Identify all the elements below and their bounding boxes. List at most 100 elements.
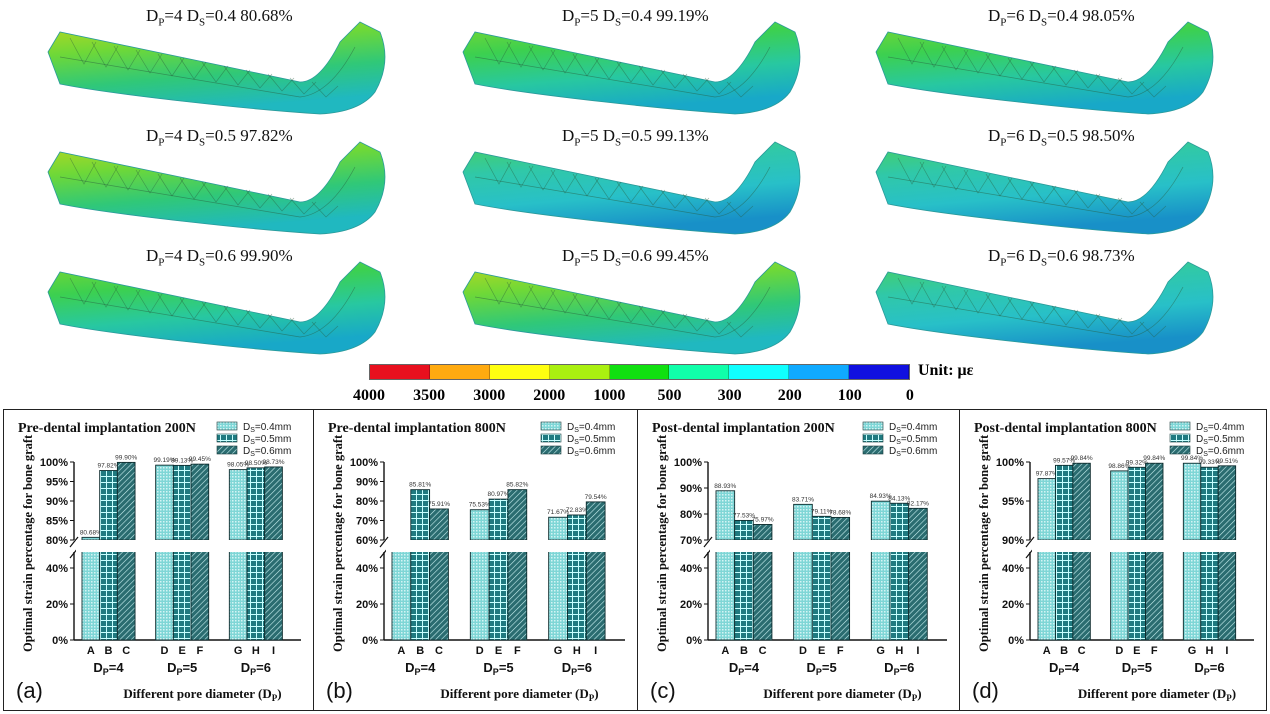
lattice-line (1095, 193, 1123, 212)
graft-model-shape (47, 21, 386, 115)
optimal-pct: 98.50% (1082, 126, 1135, 145)
graft-model-shape (875, 21, 1214, 115)
bar (1182, 462, 1202, 541)
lattice-line (528, 285, 556, 311)
strut-diameter: 0.5 (214, 126, 236, 145)
lattice-line (1117, 317, 1145, 335)
x-tick-label: I (916, 645, 919, 657)
chart-panel-a: Pre-dental implantation 200N DS=0.4mm DS=0… (3, 409, 314, 711)
lattice-line (91, 41, 119, 68)
bar (469, 509, 490, 541)
legend-label: DS=0.5mm (567, 434, 615, 446)
x-tick-label: F (514, 645, 521, 657)
data-label: 79.11% (811, 508, 833, 515)
lattice-line (638, 65, 666, 86)
y-tick-label: 100% (40, 457, 68, 469)
bar (811, 549, 832, 641)
graft-model-shape (47, 261, 386, 355)
lattice-line (726, 321, 754, 338)
lattice-line (289, 77, 317, 95)
colorbar-ticks: 4000 3500 3000 2000 1000 500 300 200 100 0 (340, 387, 940, 407)
optimal-pct: 80.68% (240, 6, 293, 25)
group-label: DP=4 (93, 660, 124, 677)
bar (567, 514, 587, 541)
bar (1127, 549, 1146, 641)
colorbar-tick: 500 (657, 387, 682, 404)
model-label: DP=5 DS=0.5 99.13% (562, 126, 709, 149)
bar (246, 467, 266, 541)
x-axis-label: Different pore diameter (DP) (440, 686, 598, 703)
y-tick-label: 0% (1008, 635, 1024, 647)
bar-chart: Post-dental implantation 800N DS=0.4mmDS=… (972, 421, 1256, 703)
panel-letter: (a) (16, 678, 43, 703)
data-label: 98.50% (245, 460, 267, 467)
graft-surface (462, 21, 801, 115)
bar (507, 549, 528, 641)
graft-model (868, 122, 1248, 240)
bar (228, 469, 248, 541)
lattice-line (245, 69, 273, 89)
y-tick-label: 40% (46, 563, 68, 575)
legend-label: DS=0.6mm (889, 446, 937, 458)
bar (1127, 466, 1146, 541)
x-tick-label: B (740, 645, 748, 657)
y-tick-label: 85% (46, 516, 68, 528)
x-tick-label: G (234, 645, 243, 657)
legend-swatch (216, 445, 238, 455)
colorbar-tick: 2000 (533, 387, 566, 404)
legend-swatch (1169, 421, 1191, 431)
colorbar-tick: 3500 (413, 387, 446, 404)
y-tick-label: 20% (46, 599, 68, 611)
data-label: 80.97% (488, 491, 510, 498)
bar (715, 549, 736, 641)
strut-diameter: 0.4 (1056, 6, 1078, 25)
legend-label: DS=0.5mm (243, 434, 291, 446)
lattice-line (550, 289, 578, 314)
colorbar-segment (429, 365, 490, 379)
graft-model-shape (875, 261, 1214, 355)
legend-swatch (540, 445, 562, 455)
graft-model (868, 2, 1248, 120)
legend-label: DS=0.4mm (889, 422, 937, 434)
bar (1200, 466, 1219, 541)
bar (228, 549, 248, 641)
lattice-line (941, 165, 969, 191)
chart-panel-d: Post-dental implantation 800N DS=0.4mm DS=… (959, 409, 1267, 711)
strut-diameter: 0.6 (630, 246, 652, 265)
y-tick-label: 100% (674, 457, 702, 469)
graft-model-shape (47, 141, 386, 235)
data-label: 99.19% (153, 457, 175, 464)
data-label: 71.67% (547, 509, 569, 516)
data-label: 99.90% (115, 454, 137, 461)
pore-diameter: 6 (1016, 126, 1025, 145)
bar (793, 549, 813, 641)
lattice-line (506, 41, 534, 68)
data-label: 82.17% (907, 500, 929, 507)
data-label: 85.81% (409, 482, 431, 489)
bar (1110, 549, 1129, 641)
lattice-line (69, 157, 97, 185)
legend-label: DS=0.6mm (1196, 446, 1244, 458)
lattice-line (941, 285, 969, 311)
bar (752, 549, 773, 641)
legend-swatch (862, 445, 884, 455)
colorbar-tick: 4000 (353, 387, 385, 404)
lattice-line (887, 46, 1184, 98)
graft-model (455, 122, 835, 240)
lattice-line (69, 37, 97, 65)
pore-diameter: 6 (1016, 6, 1025, 25)
legend-label: DS=0.4mm (243, 422, 291, 434)
axis-break-gap (386, 540, 627, 552)
lattice-line (897, 277, 925, 305)
y-tick-label: 20% (356, 599, 378, 611)
data-label: 72.83% (566, 507, 588, 514)
legend-label: DS=0.6mm (567, 446, 615, 458)
x-tick-label: H (895, 645, 903, 657)
legend-swatch (216, 433, 238, 443)
lattice-line (1029, 301, 1057, 323)
lattice-line (201, 181, 229, 203)
data-label: 99.45% (189, 456, 211, 463)
x-tick-label: G (554, 645, 563, 657)
x-tick-label: E (179, 645, 186, 657)
bar (908, 507, 928, 541)
